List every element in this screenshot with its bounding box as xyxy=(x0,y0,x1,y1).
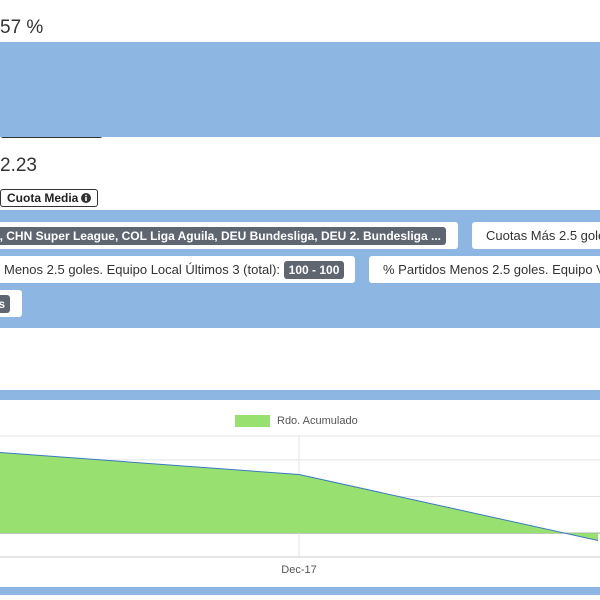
line xyxy=(0,452,599,541)
filter-badge: érie B, CHN Super League, COL Liga Aguil… xyxy=(0,227,446,245)
stats-band xyxy=(0,42,600,137)
filter-text: Menos 2.5 goles. Equipo Local Últimos 3 … xyxy=(4,262,281,277)
stat-label-text: Cuota Media xyxy=(7,191,79,205)
stat-value: 57 % xyxy=(0,17,167,41)
legend-label: Rdo. Acumulado xyxy=(277,415,358,427)
chart-band-top xyxy=(0,390,600,400)
legend-swatch xyxy=(235,415,270,427)
filter-box: Cuotas Más 2.5 goles xyxy=(472,222,600,249)
area xyxy=(0,452,598,541)
info-icon xyxy=(81,193,92,203)
chart-band-bottom xyxy=(0,587,600,595)
filter-badge: 100 - 100 xyxy=(283,261,345,279)
filter-box: s xyxy=(0,290,22,317)
stat-card: 2.23 Cuota Media xyxy=(0,155,164,207)
stat-label: Cuota Media xyxy=(0,189,99,207)
stat-value-part: 57 % xyxy=(0,17,44,38)
filter-box: Menos 2.5 goles. Equipo Local Últimos 3 … xyxy=(0,256,355,283)
filter-box: érie B, CHN Super League, COL Liga Aguil… xyxy=(0,222,458,249)
stat-value: 2.23 xyxy=(0,155,164,179)
stat-value-part: 2.23 xyxy=(0,155,37,176)
chart: Rdo. Acumulado Dec-17 xyxy=(0,415,600,576)
filter-text: % Partidos Menos 2.5 goles. Equipo Vi xyxy=(383,262,600,277)
filter-box: % Partidos Menos 2.5 goles. Equipo Vi xyxy=(369,256,600,283)
filter-badge: s xyxy=(0,295,10,313)
x-tick-label: Dec-17 xyxy=(281,564,316,576)
filter-text: Cuotas Más 2.5 goles xyxy=(486,228,600,243)
